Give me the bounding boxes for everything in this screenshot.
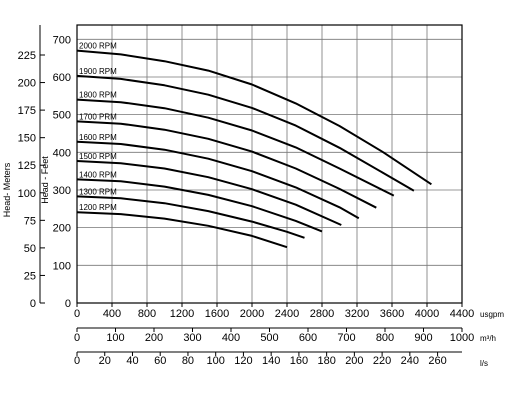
- x-tick-label: 500: [260, 332, 278, 344]
- x-tick-label: 2800: [310, 308, 334, 320]
- meters-tick-label: 100: [18, 188, 36, 200]
- curve-label: 1200 RPM: [79, 203, 117, 212]
- x-tick-label: 700: [337, 332, 355, 344]
- curve-line: [76, 49, 432, 186]
- x-tick-label: 4000: [415, 308, 439, 320]
- plot-frame: [76, 24, 463, 304]
- x-tick-label: 100: [106, 332, 124, 344]
- curve-line: [76, 211, 288, 249]
- curve-label: 1300 RPM: [79, 187, 117, 196]
- feet-tick-label: 100: [53, 260, 71, 272]
- meters-tick-label: 200: [18, 78, 36, 90]
- meters-axis: 0 25 50 75 100 125 150 175 200 225: [18, 25, 45, 310]
- curves: [76, 49, 432, 249]
- meters-tick-label: 150: [18, 133, 36, 145]
- meters-tick-label: 75: [24, 215, 36, 227]
- meters-tick-label: 175: [18, 105, 36, 117]
- x-tick-label: 400: [103, 308, 121, 320]
- x-tick-label: 1600: [205, 308, 229, 320]
- x-tick-label: 140: [262, 355, 280, 367]
- x-tick-label: 200: [145, 332, 163, 344]
- feet-axis-label: Head - Feet: [40, 156, 50, 204]
- meters-tick-label: 125: [18, 160, 36, 172]
- feet-tick-label: 200: [53, 223, 71, 235]
- x-tick-label: 2000: [240, 308, 264, 320]
- x-tick-label: 180: [317, 355, 335, 367]
- x-tick-label: 120: [234, 355, 252, 367]
- meters-axis-label: Head- Meters: [2, 162, 12, 217]
- curve-label: 1700 PRM: [79, 112, 117, 121]
- x-axis-unit: m³/h: [480, 334, 496, 343]
- x-tick-label: 3200: [345, 308, 369, 320]
- curve-label: 1600 RPM: [79, 133, 117, 142]
- x-tick-label: 800: [376, 332, 394, 344]
- x-axis-unit: l/s: [480, 359, 488, 368]
- x-tick-label: 40: [126, 355, 138, 367]
- x-tick-label: 0: [74, 332, 80, 344]
- meters-tick-label: 0: [30, 298, 36, 310]
- x-tick-label: 160: [290, 355, 308, 367]
- meters-tick-label: 50: [24, 243, 36, 255]
- x-tick-label: 260: [428, 355, 446, 367]
- curve-line: [76, 140, 360, 220]
- curve-label: 1500 RPM: [79, 152, 117, 161]
- curve-label: 1400 RPM: [79, 170, 117, 179]
- curve-line: [76, 160, 342, 226]
- x-axis-unit: usgpm: [480, 310, 504, 319]
- x-tick-label: 20: [99, 355, 111, 367]
- curve-line: [76, 98, 395, 197]
- x-tick-label: 4400: [450, 308, 474, 320]
- x-tick-label: 800: [138, 308, 156, 320]
- curve-labels: 2000 RPM 1900 RPM 1800 RPM 1700 PRM 1600 RPM…: [79, 42, 117, 213]
- x-tick-label: 100: [207, 355, 225, 367]
- meters-tick-label: 225: [18, 50, 36, 62]
- curve-label: 2000 RPM: [79, 42, 117, 51]
- feet-tick-label: 700: [53, 34, 71, 46]
- feet-tick-label: 600: [53, 72, 71, 84]
- curve-label: 1800 RPM: [79, 91, 117, 100]
- x-tick-label: 1000: [450, 332, 474, 344]
- x-tick-label: 1200: [170, 308, 194, 320]
- curve-label: 1900 RPM: [79, 67, 117, 76]
- x-axes: 0 400 800 1200 1600 2000 2400 2800 3200 3600 4000 4…: [74, 303, 504, 368]
- feet-axis: 0 100 200 300 400 500 600 700: [53, 34, 71, 310]
- feet-tick-label: 0: [65, 298, 71, 310]
- x-tick-label: 220: [373, 355, 391, 367]
- feet-tick-label: 500: [53, 110, 71, 122]
- curve-line: [76, 74, 415, 192]
- curve-line: [76, 120, 377, 209]
- x-tick-label: 2400: [275, 308, 299, 320]
- x-tick-label: 900: [414, 332, 432, 344]
- x-tick-label: 300: [183, 332, 201, 344]
- x-tick-label: 3600: [380, 308, 404, 320]
- x-tick-label: 0: [74, 355, 80, 367]
- curve-line: [76, 195, 305, 239]
- x-tick-label: 0: [74, 308, 80, 320]
- curve-line: [76, 178, 323, 233]
- x-tick-label: 200: [345, 355, 363, 367]
- x-tick-label: 600: [299, 332, 317, 344]
- feet-tick-label: 400: [53, 147, 71, 159]
- x-tick-label: 60: [154, 355, 166, 367]
- x-tick-label: 400: [222, 332, 240, 344]
- meters-tick-label: 25: [24, 270, 36, 282]
- x-tick-label: 240: [401, 355, 419, 367]
- feet-tick-label: 300: [53, 185, 71, 197]
- x-tick-label: 80: [182, 355, 194, 367]
